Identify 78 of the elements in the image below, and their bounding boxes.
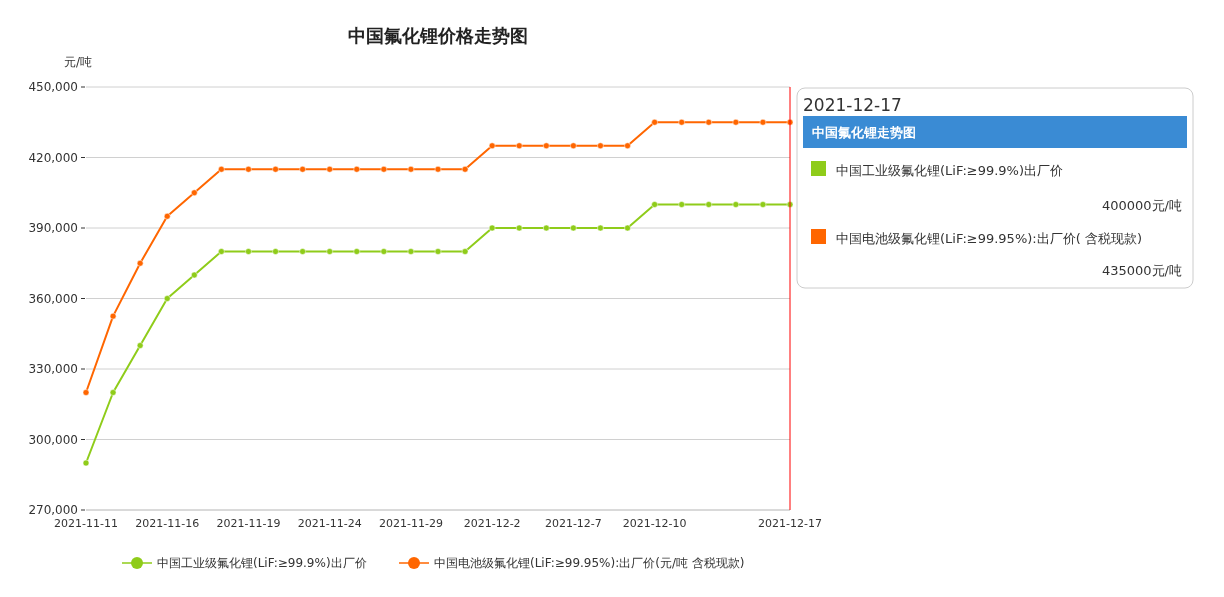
point [759, 201, 767, 208]
point [597, 142, 604, 149]
point [109, 389, 117, 396]
point [651, 119, 658, 126]
point [678, 201, 685, 208]
point [82, 459, 90, 467]
point [570, 224, 577, 232]
point [705, 119, 713, 126]
point [109, 312, 117, 320]
text: 中国电池级氟化锂(LiF:≥99.95%):出厂价( 含税现款) [836, 231, 1142, 246]
x-tick-label: 2021-11-24 [297, 517, 362, 530]
point [705, 201, 713, 208]
point [732, 119, 740, 126]
point [245, 166, 252, 173]
x-tick-label: 2021-11-11 [54, 517, 118, 530]
point [407, 166, 415, 173]
text: 中国工业级氟化锂(LiF:≥99.9%)出厂价 [836, 163, 1064, 178]
point [461, 248, 469, 255]
point [272, 166, 279, 173]
point [407, 248, 415, 255]
point [488, 142, 496, 149]
y-tick-label: 390,000 [28, 221, 78, 235]
point [570, 142, 577, 149]
point [218, 248, 225, 255]
point [136, 342, 144, 349]
point [543, 224, 550, 232]
point [191, 189, 198, 196]
point [272, 248, 279, 255]
point [326, 166, 333, 173]
x-tick-label: 2021-11-19 [216, 517, 281, 530]
text: 400000元/吨 [1101, 198, 1182, 213]
point [759, 119, 767, 126]
point [353, 248, 361, 255]
point [651, 201, 658, 208]
x-tick-label: 2021-12-10 [622, 517, 687, 530]
point [218, 166, 225, 173]
y-axis-title: 元/吨 [63, 55, 93, 69]
point [624, 224, 631, 232]
point [488, 224, 496, 232]
y-tick-label: 450,000 [28, 80, 78, 94]
point [353, 166, 361, 173]
point [543, 142, 550, 149]
y-tick-label: 300,000 [28, 432, 78, 447]
point [163, 295, 171, 302]
point [299, 166, 306, 173]
legend-label: 中国工业级氟化锂(LiF:≥99.9%)出厂价 [157, 556, 367, 570]
point [299, 248, 306, 255]
point [434, 248, 442, 255]
x-tick-label: 2021-12-17 [758, 517, 822, 530]
y-tick-label: 330,000 [28, 362, 78, 376]
point [163, 213, 171, 220]
y-tick-label: 270,000 [28, 503, 78, 517]
x-tick-label: 2021-12-2 [463, 517, 521, 530]
y-tick-label: 360,000 [28, 291, 78, 306]
point [245, 248, 252, 255]
point [515, 224, 523, 232]
point [380, 166, 388, 173]
chart-title: 中国氟化锂价格走势图 [348, 25, 528, 46]
text: 435000元/吨 [1101, 263, 1182, 278]
y-tick-label: 420,000 [28, 150, 78, 165]
point [597, 224, 604, 232]
point [732, 201, 740, 208]
x-tick-label: 2021-11-16 [135, 517, 200, 530]
x-tick-label: 2021-12-7 [544, 517, 602, 530]
point [380, 248, 388, 255]
point [191, 271, 198, 279]
point [461, 166, 469, 173]
text: 中国氟化锂走势图 [812, 125, 916, 140]
x-tick-label: 2021-11-29 [378, 517, 443, 530]
text: 2021-12-17 [803, 95, 902, 115]
point [678, 119, 685, 126]
legend-label: 中国电池级氟化锂(LiF:≥99.95%):出厂价(元/吨 含税现款) [434, 556, 745, 570]
point [515, 142, 523, 149]
point [434, 166, 442, 173]
point [82, 389, 90, 396]
point [624, 142, 631, 149]
point [326, 248, 333, 255]
point [136, 260, 144, 267]
